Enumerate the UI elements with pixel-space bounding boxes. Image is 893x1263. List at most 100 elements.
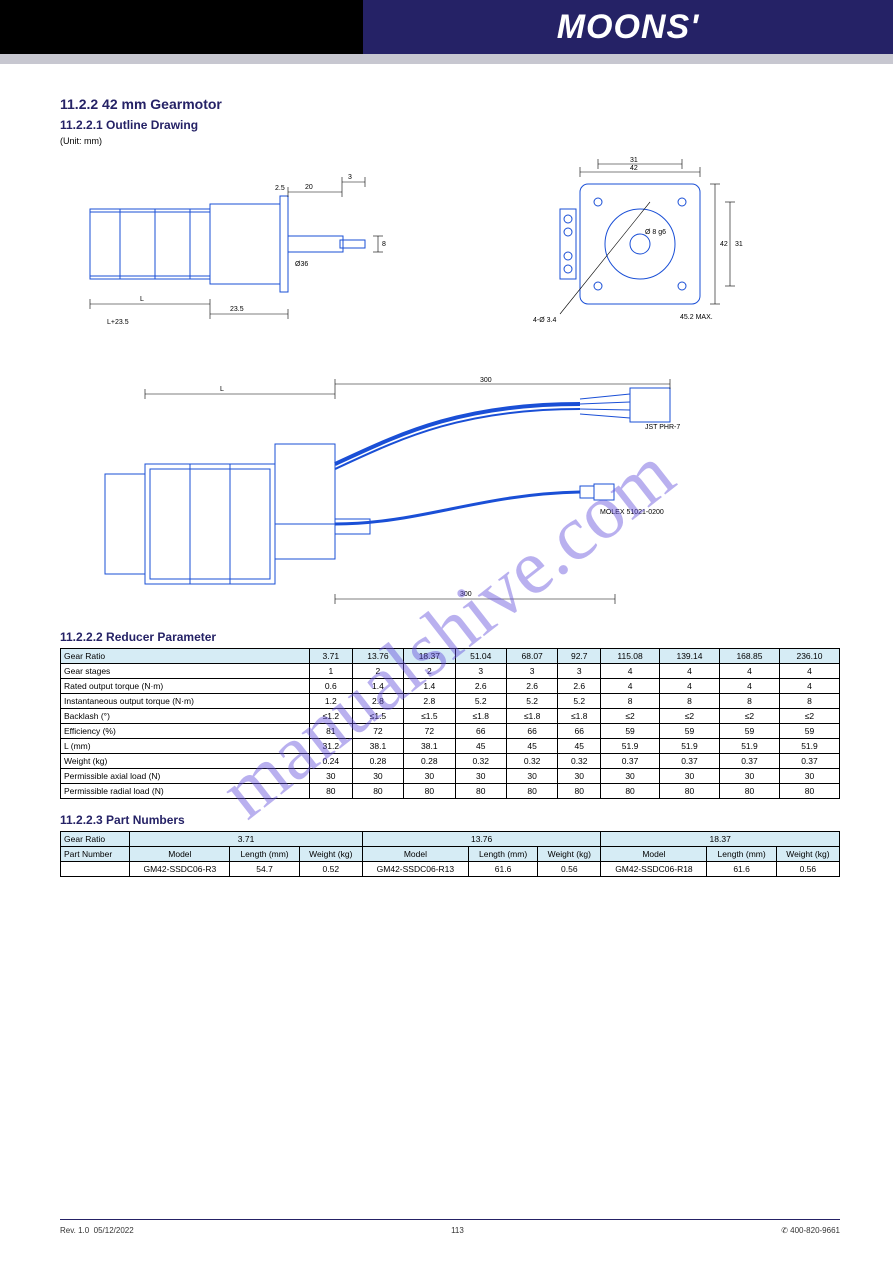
t1-cell: ≤1.8 xyxy=(558,709,601,724)
dim-shaft-bore: Ø 8 g6 xyxy=(645,229,666,236)
t1-cell: 0.6 xyxy=(309,679,352,694)
t1-cell: 2 xyxy=(404,664,455,679)
t2-header: Length (mm) xyxy=(707,847,776,862)
t1-header: 18.37 xyxy=(404,649,455,664)
t2-header: 13.76 xyxy=(362,832,601,847)
t1-cell: Permissible axial load (N) xyxy=(61,769,310,784)
t2-header: Model xyxy=(362,847,468,862)
t2-cell: 54.7 xyxy=(230,862,299,877)
t1-cell: Rated output torque (N·m) xyxy=(61,679,310,694)
t1-header: 236.10 xyxy=(779,649,839,664)
t1-header: 92.7 xyxy=(558,649,601,664)
dim-flange: 42 xyxy=(630,165,638,172)
dim-shaft-len: 20 xyxy=(305,184,313,191)
t1-header: 51.04 xyxy=(455,649,506,664)
t1-cell: 8 xyxy=(659,694,719,709)
t1-cell: 4 xyxy=(779,679,839,694)
t2-header: Gear Ratio xyxy=(61,832,130,847)
t2-cell: 61.6 xyxy=(468,862,537,877)
t1-cell: 4 xyxy=(659,664,719,679)
t1-cell: ≤2 xyxy=(779,709,839,724)
section-title-sub2: 11.2.2.2 Reducer Parameter xyxy=(60,630,840,644)
dim-g-dia: 8 xyxy=(382,241,386,248)
t2-header: Length (mm) xyxy=(468,847,537,862)
t1-cell: 30 xyxy=(558,769,601,784)
t2-header: Length (mm) xyxy=(230,847,299,862)
t1-cell: 30 xyxy=(404,769,455,784)
t1-cell: 31.2 xyxy=(309,739,352,754)
t2-cell: 0.56 xyxy=(776,862,839,877)
t2-header: Model xyxy=(601,847,707,862)
technical-drawings: L 23.5 20 3 8 L+23.5 2.5 Ø36 xyxy=(60,154,840,624)
dim-bolt-holes: 4-Ø 3.4 xyxy=(533,317,556,324)
t1-cell: 1.4 xyxy=(352,679,403,694)
dim-cable-top: 300 xyxy=(480,377,492,384)
t1-cell: 72 xyxy=(404,724,455,739)
t1-header: 3.71 xyxy=(309,649,352,664)
t2-cell: GM42-SSDC06-R18 xyxy=(601,862,707,877)
dim-bolt-pitch: 31 xyxy=(630,157,638,164)
t1-cell: ≤1.8 xyxy=(455,709,506,724)
t1-cell: 80 xyxy=(455,784,506,799)
t1-cell: 0.37 xyxy=(719,754,779,769)
t1-cell: 66 xyxy=(506,724,557,739)
t2-cell: 61.6 xyxy=(707,862,776,877)
t1-cell: 72 xyxy=(352,724,403,739)
t1-cell: 3 xyxy=(506,664,557,679)
footer-page: 113 xyxy=(451,1226,464,1235)
t2-header: 3.71 xyxy=(130,832,363,847)
t1-cell: ≤1.8 xyxy=(506,709,557,724)
conn-btm: MOLEX 51021-0200 xyxy=(600,509,664,516)
t1-cell: 66 xyxy=(455,724,506,739)
t1-cell: Weight (kg) xyxy=(61,754,310,769)
t2-header: 18.37 xyxy=(601,832,840,847)
t2-header: Model xyxy=(130,847,230,862)
dim-max: 45.2 MAX. xyxy=(680,314,713,321)
dim-g-len: 3 xyxy=(348,174,352,181)
t1-cell: 2.6 xyxy=(506,679,557,694)
reducer-parameter-table: Gear Ratio3.7113.7618.3751.0468.0792.711… xyxy=(60,648,840,799)
drawing-iso-view: L 300 300 JST PHR-7 MOLEX 51021-0200 xyxy=(100,374,720,614)
footer-tel: ✆ 400-820-9661 xyxy=(781,1226,840,1235)
t1-cell: 45 xyxy=(455,739,506,754)
t2-cell: GM42-SSDC06-R13 xyxy=(362,862,468,877)
t1-cell: 51.9 xyxy=(779,739,839,754)
t1-cell: Instantaneous output torque (N·m) xyxy=(61,694,310,709)
t1-cell: Efficiency (%) xyxy=(61,724,310,739)
dim-cable-btm: 300 xyxy=(460,591,472,598)
t1-cell: 1.2 xyxy=(309,694,352,709)
t1-cell: 8 xyxy=(719,694,779,709)
t1-cell: ≤2 xyxy=(601,709,660,724)
section-title-sub3: 11.2.2.3 Part Numbers xyxy=(60,813,840,827)
t1-cell: 0.37 xyxy=(659,754,719,769)
t1-cell: 66 xyxy=(558,724,601,739)
t1-cell: 30 xyxy=(601,769,660,784)
t1-cell: 59 xyxy=(659,724,719,739)
t1-cell: ≤1.5 xyxy=(404,709,455,724)
t1-cell: 80 xyxy=(601,784,660,799)
t1-cell: 0.28 xyxy=(352,754,403,769)
t1-cell: 51.9 xyxy=(601,739,660,754)
top-bar: MOONS' xyxy=(0,0,893,54)
t1-cell: 4 xyxy=(601,679,660,694)
t1-cell: 80 xyxy=(352,784,403,799)
t1-cell: 59 xyxy=(601,724,660,739)
t1-cell: 30 xyxy=(352,769,403,784)
t1-cell: 45 xyxy=(558,739,601,754)
t1-cell: 1 xyxy=(309,664,352,679)
t1-cell: 80 xyxy=(659,784,719,799)
t1-cell: Gear stages xyxy=(61,664,310,679)
t1-cell: 5.2 xyxy=(455,694,506,709)
gray-divider xyxy=(0,54,893,64)
t2-cell: GM42-SSDC06-R3 xyxy=(130,862,230,877)
t1-cell: Backlash (°) xyxy=(61,709,310,724)
t1-header: 168.85 xyxy=(719,649,779,664)
page-footer: Rev. 1.0 05/12/2022 113 ✆ 400-820-9661 xyxy=(60,1219,840,1235)
t1-cell: 30 xyxy=(659,769,719,784)
t1-cell: 8 xyxy=(601,694,660,709)
t1-cell: 4 xyxy=(601,664,660,679)
t1-cell: 80 xyxy=(309,784,352,799)
t1-header: 13.76 xyxy=(352,649,403,664)
t1-cell: 38.1 xyxy=(404,739,455,754)
dim-flange-h: 42 xyxy=(720,241,728,248)
